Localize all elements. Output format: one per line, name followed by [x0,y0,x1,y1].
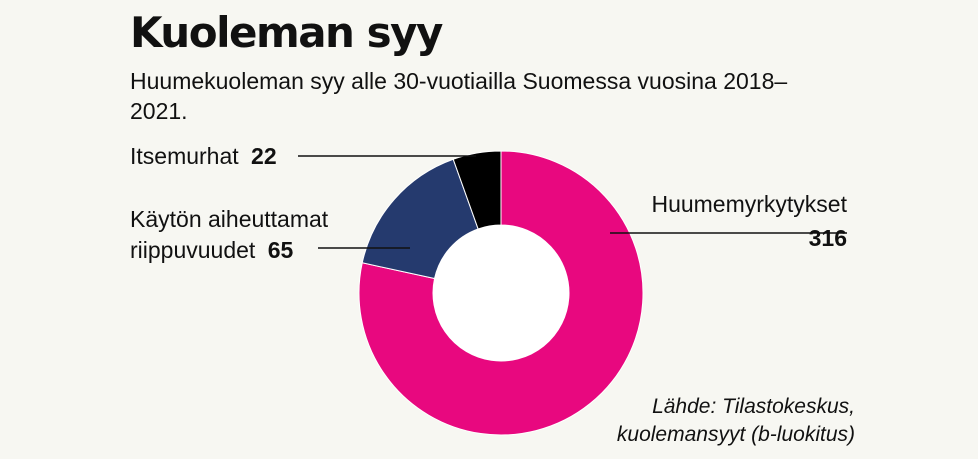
label-poisoning-value: 316 [809,225,847,251]
label-suicide: Itsemurhat 22 [130,143,277,169]
label-poisoning-name: Huumemyrkytykset [651,191,847,217]
label-dependency-value: 65 [268,237,294,263]
label-suicide-value: 22 [251,143,277,169]
source-line1: Lähde: Tilastokeskus, [652,395,855,418]
donut-hole [433,225,569,361]
slice-poisoning [358,150,644,436]
chart-subtitle: Huumekuoleman syy alle 30-vuotiailla Suo… [130,68,788,124]
label-dependency-line2: riippuvuudet 65 [130,237,293,263]
donut-slices [358,150,644,436]
chart-title: Kuoleman syy [130,8,443,57]
source-line2: kuolemansyyt (b-luokitus) [617,423,855,446]
label-suicide-name: Itsemurhat [130,143,239,169]
label-dependency-line1: Käytön aiheuttamat [130,206,329,232]
label-dependency-name: riippuvuudet [130,237,256,263]
